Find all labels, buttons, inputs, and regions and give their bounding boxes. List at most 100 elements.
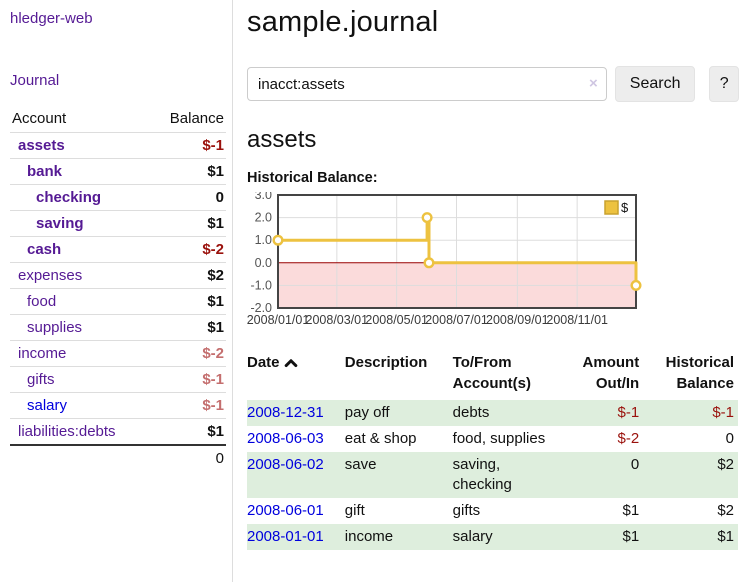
register-header-row: Date Description To/From Account(s) Amou… — [247, 352, 738, 400]
historical-balance-column-header: Historical Balance — [665, 354, 734, 392]
amount-column-header: Amount Out/In — [582, 354, 640, 392]
legend-label: $ — [621, 200, 629, 215]
svg-text:2008/07/01: 2008/07/01 — [425, 313, 488, 327]
svg-text:2008/03/01: 2008/03/01 — [306, 313, 369, 327]
account-row: food $1 — [10, 288, 226, 315]
account-row: cash $-2 — [10, 236, 226, 263]
account-row: bank $1 — [10, 158, 226, 185]
accounts-column-header-register: To/From Account(s) — [452, 354, 531, 392]
account-link[interactable]: supplies — [27, 319, 83, 336]
account-balance: $-1 — [149, 366, 226, 393]
transaction-accounts: saving, checking — [452, 456, 512, 493]
date-column-header: Date — [247, 352, 345, 400]
data-point-marker — [423, 257, 435, 269]
accounts-column-header: Account — [12, 110, 67, 127]
account-link[interactable]: food — [27, 293, 57, 310]
account-link[interactable]: assets — [18, 137, 65, 154]
data-point-marker — [630, 279, 642, 291]
transaction-date-link[interactable]: 2008-06-03 — [247, 430, 324, 447]
account-link[interactable]: income — [18, 345, 67, 362]
register-table: Date Description To/From Account(s) Amou… — [247, 352, 738, 550]
account-page-title: assets — [247, 126, 317, 153]
transaction-amount: $-2 — [617, 430, 640, 447]
account-row: saving $1 — [10, 210, 226, 237]
transaction-description: eat & shop — [344, 430, 417, 447]
account-row: liabilities:debts $1 — [10, 418, 226, 445]
svg-text:2008/11/01: 2008/11/01 — [546, 313, 608, 327]
account-link[interactable]: liabilities:debts — [18, 423, 116, 440]
account-link[interactable]: salary — [27, 397, 68, 414]
account-row: gifts $-1 — [10, 366, 226, 393]
register-row: 2008-06-02 save saving, checking 0 $2 — [247, 452, 738, 498]
account-row: supplies $1 — [10, 314, 226, 341]
account-row: salary $-1 — [10, 392, 226, 419]
transaction-balance: $1 — [717, 528, 734, 545]
search-input[interactable] — [247, 67, 607, 101]
accounts-total-row: 0 — [10, 444, 226, 471]
svg-text:2.0: 2.0 — [255, 211, 272, 225]
transaction-date-link[interactable]: 2008-01-01 — [247, 528, 324, 545]
svg-text:2008/09/01: 2008/09/01 — [486, 313, 549, 327]
sidebar-item-journal[interactable]: Journal — [10, 72, 60, 89]
account-link[interactable]: saving — [36, 215, 84, 232]
account-row: expenses $2 — [10, 262, 226, 289]
transaction-amount: $1 — [622, 502, 640, 519]
register-row: 2008-06-03 eat & shop food, supplies $-2 0 — [247, 426, 738, 452]
transaction-accounts: gifts — [452, 502, 481, 519]
clear-search-icon[interactable]: × — [589, 75, 598, 92]
account-link[interactable]: bank — [27, 163, 63, 180]
svg-text:-2.0: -2.0 — [250, 301, 272, 315]
description-column-header: Description — [344, 354, 428, 371]
transaction-description: pay off — [344, 404, 390, 421]
data-point-marker — [421, 212, 433, 224]
register-row: 2008-06-01 gift gifts $1 $2 — [247, 498, 738, 524]
transaction-amount: $1 — [622, 528, 640, 545]
account-balance: $1 — [149, 210, 226, 237]
svg-text:-1.0: -1.0 — [250, 278, 272, 292]
accounts-table: Account Balance assets $-1 bank $1 checking 0… — [10, 106, 226, 471]
accounts-body: assets $-1 bank $1 checking 0 saving $1 cash $-2 e… — [10, 132, 226, 445]
transaction-balance: $-1 — [712, 404, 734, 421]
register-row: 2008-12-31 pay off debts $-1 $-1 — [247, 400, 738, 426]
account-link[interactable]: gifts — [27, 371, 55, 388]
account-balance: $-1 — [149, 392, 226, 419]
transaction-date-link[interactable]: 2008-06-01 — [247, 502, 324, 519]
transaction-amount: $-1 — [617, 404, 640, 421]
help-button[interactable]: ? — [709, 66, 739, 102]
balance-column-header: Balance — [169, 110, 224, 127]
sort-ascending-icon — [284, 353, 298, 374]
sidebar: hledger-web Journal Account Balance asse… — [0, 0, 233, 582]
svg-text:2008/01/01: 2008/01/01 — [247, 313, 309, 327]
account-balance: $-2 — [149, 340, 226, 367]
account-balance: $1 — [149, 288, 226, 315]
plot-border — [277, 194, 637, 309]
transaction-balance: $2 — [717, 456, 734, 473]
register-body: 2008-12-31 pay off debts $-1 $-1 2008-06-03 ea… — [247, 400, 738, 550]
transaction-date-link[interactable]: 2008-12-31 — [247, 404, 324, 421]
transaction-description: gift — [344, 502, 365, 519]
account-row: income $-2 — [10, 340, 226, 367]
transaction-accounts: food, supplies — [452, 430, 546, 447]
chart-title: Historical Balance: — [247, 170, 378, 186]
account-link[interactable]: checking — [36, 189, 102, 206]
account-balance: $2 — [149, 262, 226, 289]
search-form: × Search ? — [247, 66, 739, 102]
app-brand-link[interactable]: hledger-web — [10, 10, 93, 27]
register-row: 2008-01-01 income salary $1 $1 — [247, 524, 738, 550]
transaction-date-link[interactable]: 2008-06-02 — [247, 456, 324, 473]
transaction-accounts: debts — [452, 404, 490, 421]
account-balance: $-2 — [149, 236, 226, 263]
main-content: sample.journal × Search ? assets Histori… — [247, 0, 739, 550]
legend-swatch — [604, 200, 619, 215]
search-button[interactable]: Search — [614, 66, 696, 102]
account-balance: $1 — [149, 314, 226, 341]
svg-text:2008/05/01: 2008/05/01 — [365, 313, 428, 327]
account-link[interactable]: cash — [27, 241, 62, 258]
account-balance: $-1 — [149, 132, 226, 159]
account-balance: $1 — [149, 158, 226, 185]
account-row: assets $-1 — [10, 132, 226, 159]
account-link[interactable]: expenses — [18, 267, 83, 284]
account-balance: 0 — [149, 184, 226, 211]
svg-text:1.0: 1.0 — [255, 233, 272, 247]
historical-balance-chart: 3.0 2.0 1.0 0.0 -1.0 -2.0 2008/01/01 2008/03/01… — [247, 188, 742, 332]
